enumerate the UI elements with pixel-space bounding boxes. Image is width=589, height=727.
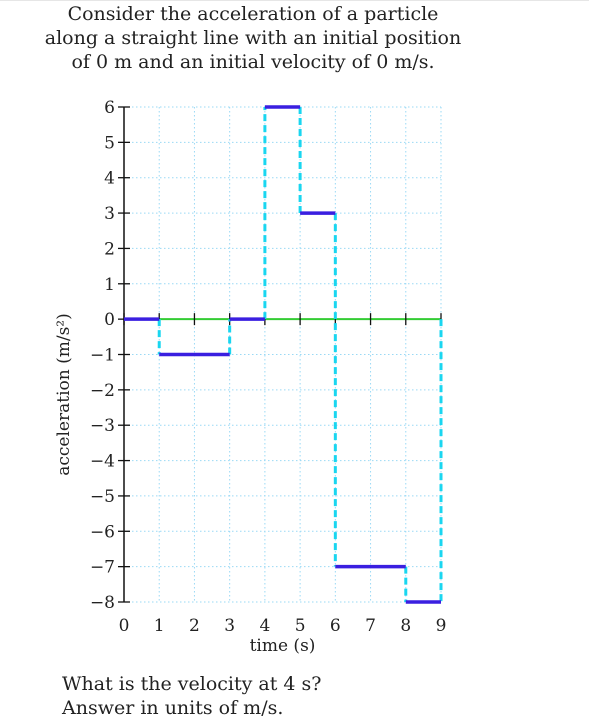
y-tick-label: 0 — [104, 310, 115, 330]
y-tick-label: 2 — [104, 239, 115, 259]
y-axis-title: acceleration (m/s²) — [54, 313, 74, 476]
y-tick-label: −1 — [90, 346, 115, 366]
y-tick-label: 4 — [104, 169, 115, 189]
question-block: What is the velocity at 4 s? Answer in u… — [62, 672, 542, 720]
x-tick-label: 6 — [330, 616, 341, 636]
chart-axes — [118, 106, 442, 603]
x-tick-label: 7 — [365, 616, 376, 636]
x-tick-label: 1 — [154, 616, 165, 636]
top-divider — [0, 0, 589, 1]
y-tick-label: 3 — [104, 204, 115, 224]
y-tick-label: 6 — [104, 98, 115, 118]
y-tick-label: 5 — [104, 133, 115, 153]
answer-units-note: Answer in units of m/s. — [62, 697, 284, 719]
x-tick-label: 9 — [436, 616, 447, 636]
x-tick-label: 3 — [224, 616, 235, 636]
y-tick-label: −4 — [90, 452, 115, 472]
y-tick-label: −2 — [90, 381, 115, 401]
x-tick-label: 0 — [119, 616, 130, 636]
problem-intro: Consider the acceleration of a particle … — [44, 3, 462, 73]
y-tick-label: −8 — [90, 593, 115, 613]
x-tick-label: 4 — [259, 616, 270, 636]
y-tick-label: 1 — [104, 275, 115, 295]
x-tick-label: 8 — [400, 616, 411, 636]
jump-lines — [157, 107, 443, 602]
y-tick-label: −3 — [90, 416, 115, 436]
y-tick-label: −5 — [90, 487, 115, 507]
acceleration-segments — [124, 105, 441, 604]
question-text: What is the velocity at 4 s? — [62, 673, 322, 695]
x-axis-title: time (s) — [250, 636, 316, 656]
x-tick-label: 2 — [189, 616, 200, 636]
x-tick-label: 5 — [295, 616, 306, 636]
y-tick-label: −7 — [90, 558, 115, 578]
y-tick-label: −6 — [90, 522, 115, 542]
